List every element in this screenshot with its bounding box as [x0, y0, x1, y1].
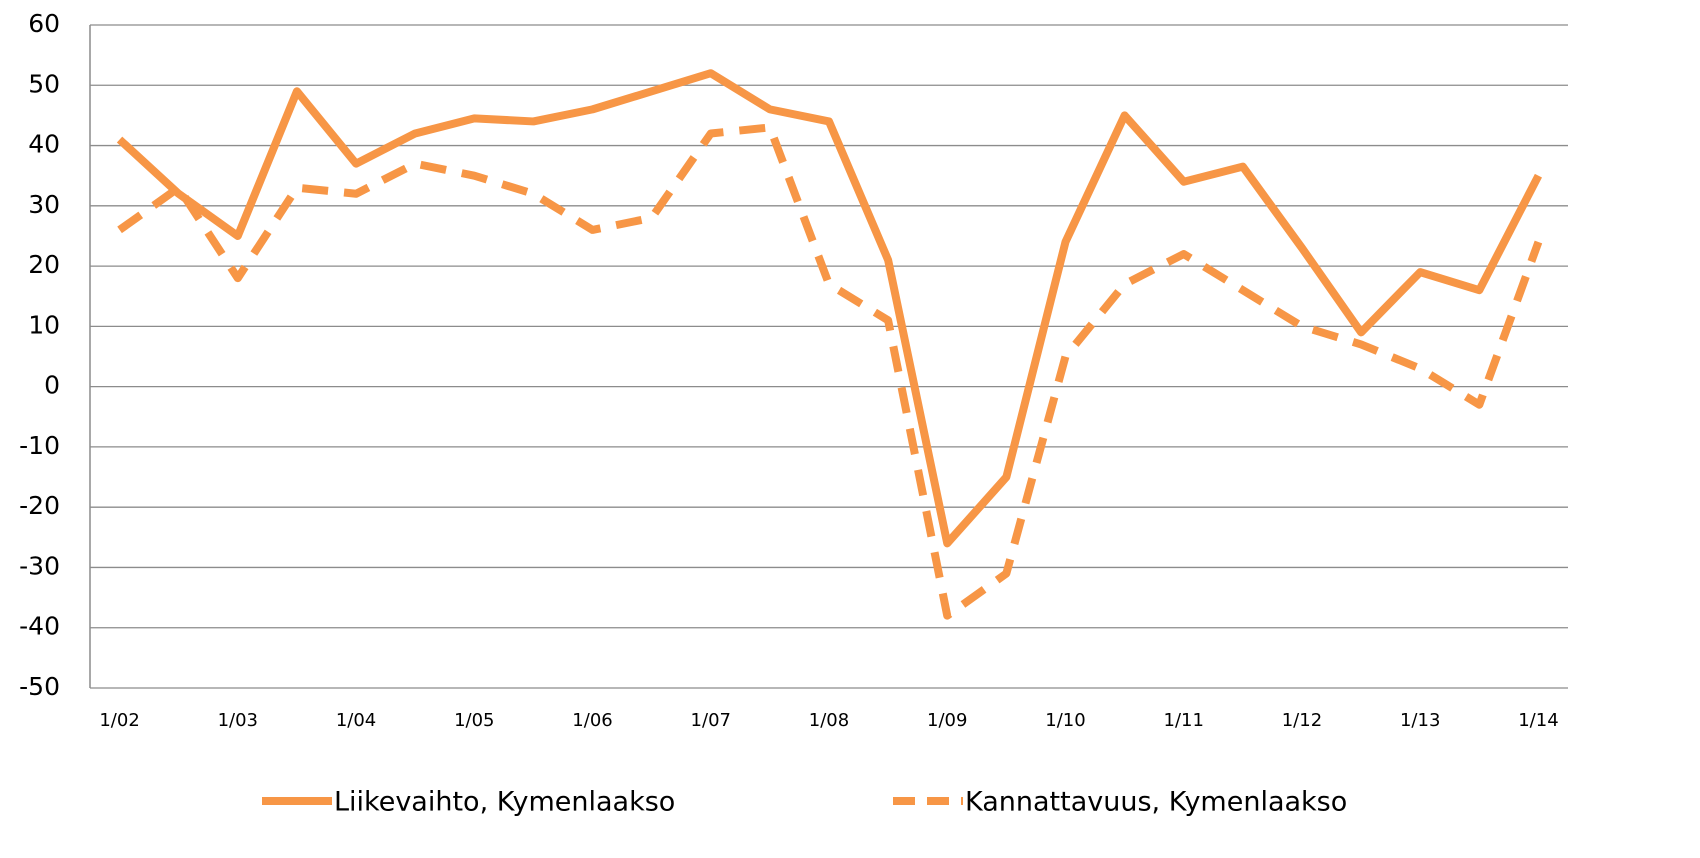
y-tick-label: -30 [19, 551, 60, 580]
x-tick-label: 1/10 [1045, 710, 1085, 731]
x-tick-label: 1/14 [1518, 710, 1558, 731]
x-tick-label: 1/02 [99, 710, 139, 731]
y-tick-label: 10 [28, 310, 60, 339]
y-tick-label: 30 [28, 190, 60, 219]
series-line [117, 123, 1543, 620]
x-tick-label: 1/03 [218, 710, 258, 731]
x-tick-label: 1/06 [572, 710, 612, 731]
y-tick-label: -10 [19, 431, 60, 460]
y-tick-label: 0 [44, 371, 60, 400]
x-tick-label: 1/13 [1400, 710, 1440, 731]
x-tick-label: 1/07 [691, 710, 731, 731]
legend-label: Kannattavuus, Kymenlaakso [965, 787, 1347, 818]
y-tick-label: -50 [19, 672, 60, 701]
series-line [116, 69, 1542, 548]
y-tick-label: 20 [28, 250, 60, 279]
x-tick-label: 1/05 [454, 710, 494, 731]
y-tick-label: -40 [19, 612, 60, 641]
y-tick-label: 40 [28, 130, 60, 159]
x-tick-label: 1/09 [927, 710, 967, 731]
x-tick-label: 1/04 [336, 710, 376, 731]
x-tick-label: 1/11 [1164, 710, 1204, 731]
y-tick-label: -20 [19, 491, 60, 520]
y-tick-label: 50 [28, 69, 60, 98]
legend-label: Liikevaihto, Kymenlaakso [334, 787, 675, 818]
x-tick-label: 1/12 [1282, 710, 1322, 731]
x-tick-label: 1/08 [809, 710, 849, 731]
y-tick-label: 60 [28, 9, 60, 38]
